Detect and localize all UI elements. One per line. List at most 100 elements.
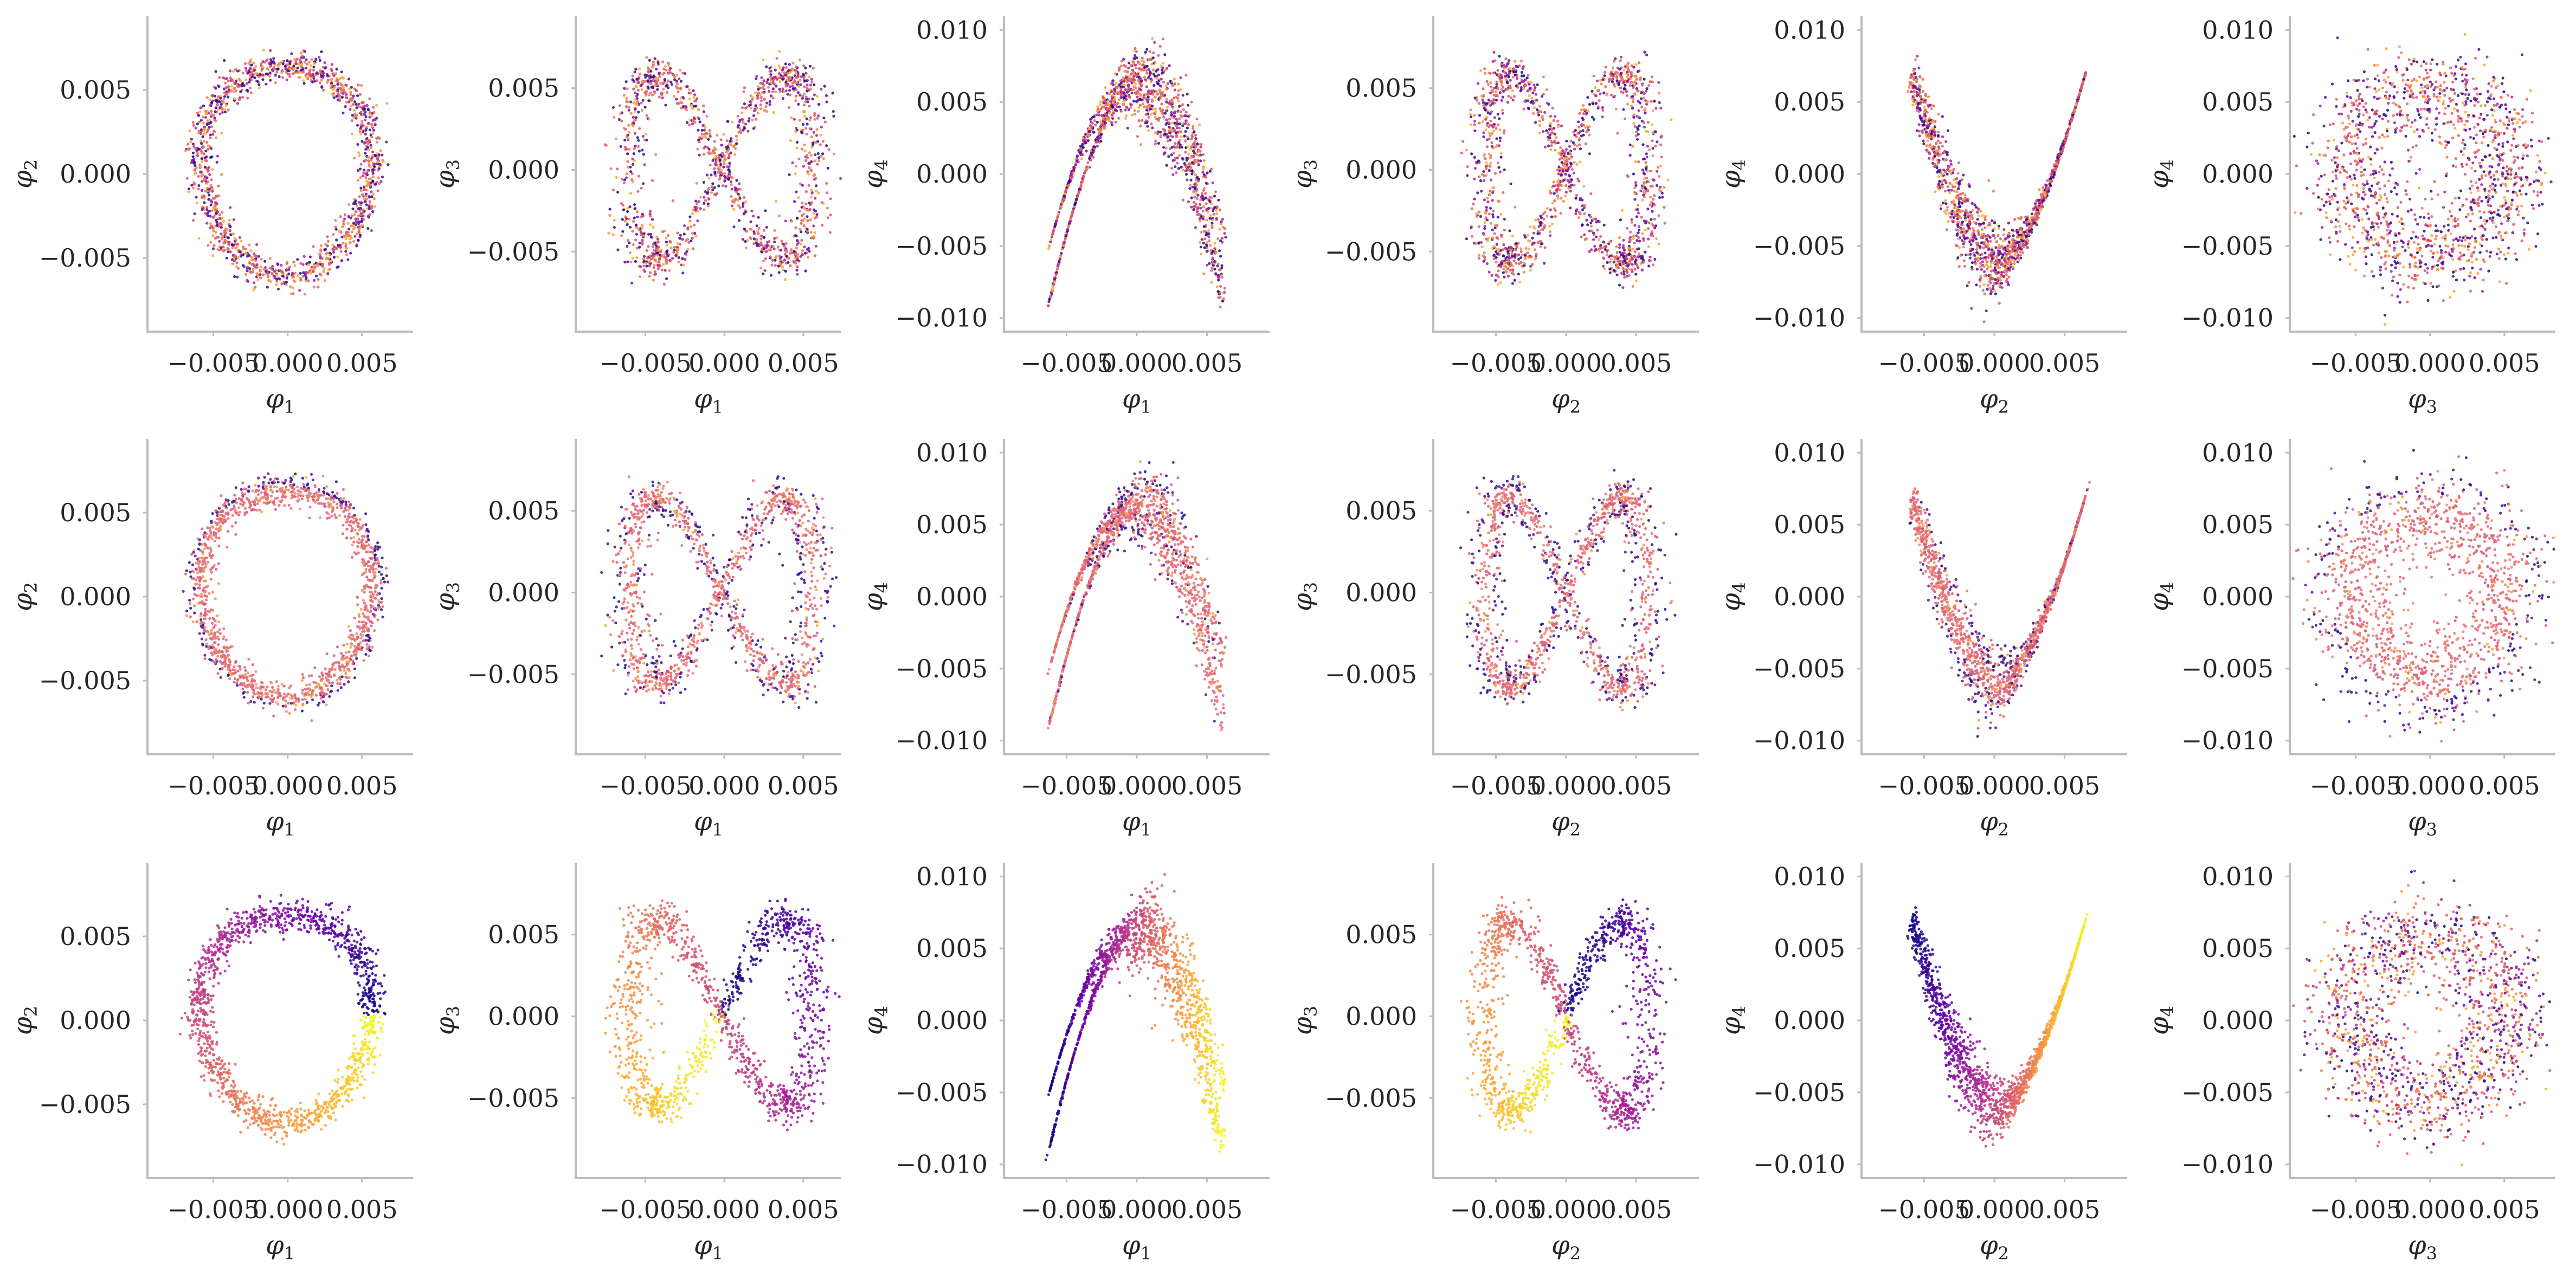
- scatter-point: [772, 87, 775, 90]
- scatter-point: [1488, 212, 1491, 215]
- scatter-point: [750, 221, 752, 223]
- scatter-point: [631, 78, 634, 81]
- scatter-point: [371, 180, 374, 183]
- scatter-point: [1560, 197, 1562, 199]
- scatter-point: [370, 190, 372, 193]
- scatter-point: [622, 209, 625, 211]
- scatter-point: [1210, 281, 1213, 283]
- scatter-point: [1160, 85, 1162, 87]
- scatter-point: [1154, 143, 1157, 145]
- scatter-point: [338, 230, 341, 233]
- scatter-point: [1198, 124, 1201, 126]
- scatter-point: [1104, 86, 1107, 89]
- scatter-point: [632, 101, 635, 104]
- scatter-point: [742, 121, 745, 124]
- scatter-point: [1221, 241, 1223, 243]
- scatter-point: [1483, 67, 1486, 70]
- scatter-point: [1190, 157, 1193, 159]
- scatter-point: [742, 90, 745, 93]
- scatter-point: [1104, 104, 1107, 106]
- scatter-point: [196, 202, 198, 204]
- scatter-point: [1167, 155, 1170, 158]
- scatter-point: [209, 241, 212, 243]
- scatter-point: [326, 235, 329, 238]
- scatter-point: [1111, 112, 1114, 115]
- scatter-point: [216, 161, 218, 164]
- scatter-point: [352, 240, 355, 243]
- scatter-point: [1531, 92, 1534, 94]
- scatter-point: [359, 111, 362, 114]
- scatter-point: [774, 69, 777, 72]
- scatter-point: [1170, 113, 1173, 116]
- scatter-point: [634, 92, 636, 94]
- scatter-point: [1629, 231, 1632, 234]
- scatter-point: [352, 117, 355, 119]
- scatter-point: [1653, 204, 1656, 206]
- scatter-point: [1554, 148, 1556, 151]
- scatter-point: [1219, 273, 1222, 276]
- scatter-point: [759, 267, 762, 269]
- scatter-point: [691, 107, 694, 110]
- scatter-point: [1615, 108, 1618, 111]
- scatter-point: [665, 277, 668, 280]
- scatter-point: [231, 79, 234, 82]
- scatter-point: [707, 198, 710, 201]
- scatter-point: [1588, 230, 1590, 232]
- scatter-point: [237, 249, 240, 251]
- scatter-point: [679, 234, 682, 237]
- scatter-point: [248, 261, 251, 264]
- scatter-point: [1575, 194, 1578, 197]
- scatter-point: [719, 163, 722, 166]
- scatter-point: [713, 193, 716, 196]
- scatter-point: [757, 216, 760, 219]
- scatter-point: [356, 205, 358, 208]
- scatter-point: [1199, 203, 1201, 206]
- scatter-point: [641, 224, 643, 227]
- scatter-point: [720, 169, 723, 171]
- scatter-point: [201, 189, 203, 192]
- scatter-point: [1091, 122, 1094, 125]
- scatter-point: [293, 67, 296, 70]
- scatter-point: [367, 156, 370, 159]
- scatter-point: [249, 87, 252, 89]
- y-tick-label: −0.005: [896, 231, 988, 261]
- scatter-point: [605, 144, 608, 147]
- scatter-point: [1141, 119, 1143, 122]
- scatter-point: [1580, 108, 1583, 111]
- scatter-point: [801, 97, 804, 100]
- scatter-point: [193, 212, 196, 215]
- scatter-point: [673, 246, 676, 249]
- scatter-point: [624, 220, 627, 223]
- scatter-point: [795, 191, 797, 193]
- scatter-point: [638, 246, 641, 249]
- scatter-point: [815, 134, 818, 137]
- scatter-point: [289, 286, 292, 288]
- scatter-point: [768, 67, 771, 69]
- scatter-point: [1205, 234, 1207, 236]
- scatter-point: [641, 109, 643, 112]
- scatter-point: [1159, 95, 1162, 98]
- scatter-point: [254, 254, 257, 257]
- scatter-point: [770, 274, 772, 277]
- scatter-point: [637, 89, 640, 92]
- scatter-point: [275, 274, 278, 276]
- subplot-r1c4: −0.0050.0000.0050.0050.000−0.005φ2φ3: [1287, 16, 1699, 417]
- scatter-point: [666, 255, 669, 257]
- scatter-point: [307, 279, 310, 282]
- scatter-point: [347, 228, 350, 230]
- scatter-point: [1565, 140, 1568, 143]
- scatter-point: [722, 184, 724, 187]
- scatter-point: [697, 210, 699, 212]
- scatter-point: [293, 58, 296, 61]
- scatter-point: [269, 267, 272, 269]
- scatter-point: [754, 92, 757, 94]
- scatter-point: [682, 97, 685, 100]
- scatter-point: [645, 262, 647, 264]
- scatter-point: [1152, 51, 1155, 54]
- scatter-point: [727, 166, 730, 169]
- scatter-point: [772, 245, 775, 248]
- scatter-point: [808, 75, 810, 78]
- scatter-point: [300, 51, 302, 54]
- scatter-point: [1201, 192, 1203, 195]
- scatter-point: [1130, 72, 1133, 75]
